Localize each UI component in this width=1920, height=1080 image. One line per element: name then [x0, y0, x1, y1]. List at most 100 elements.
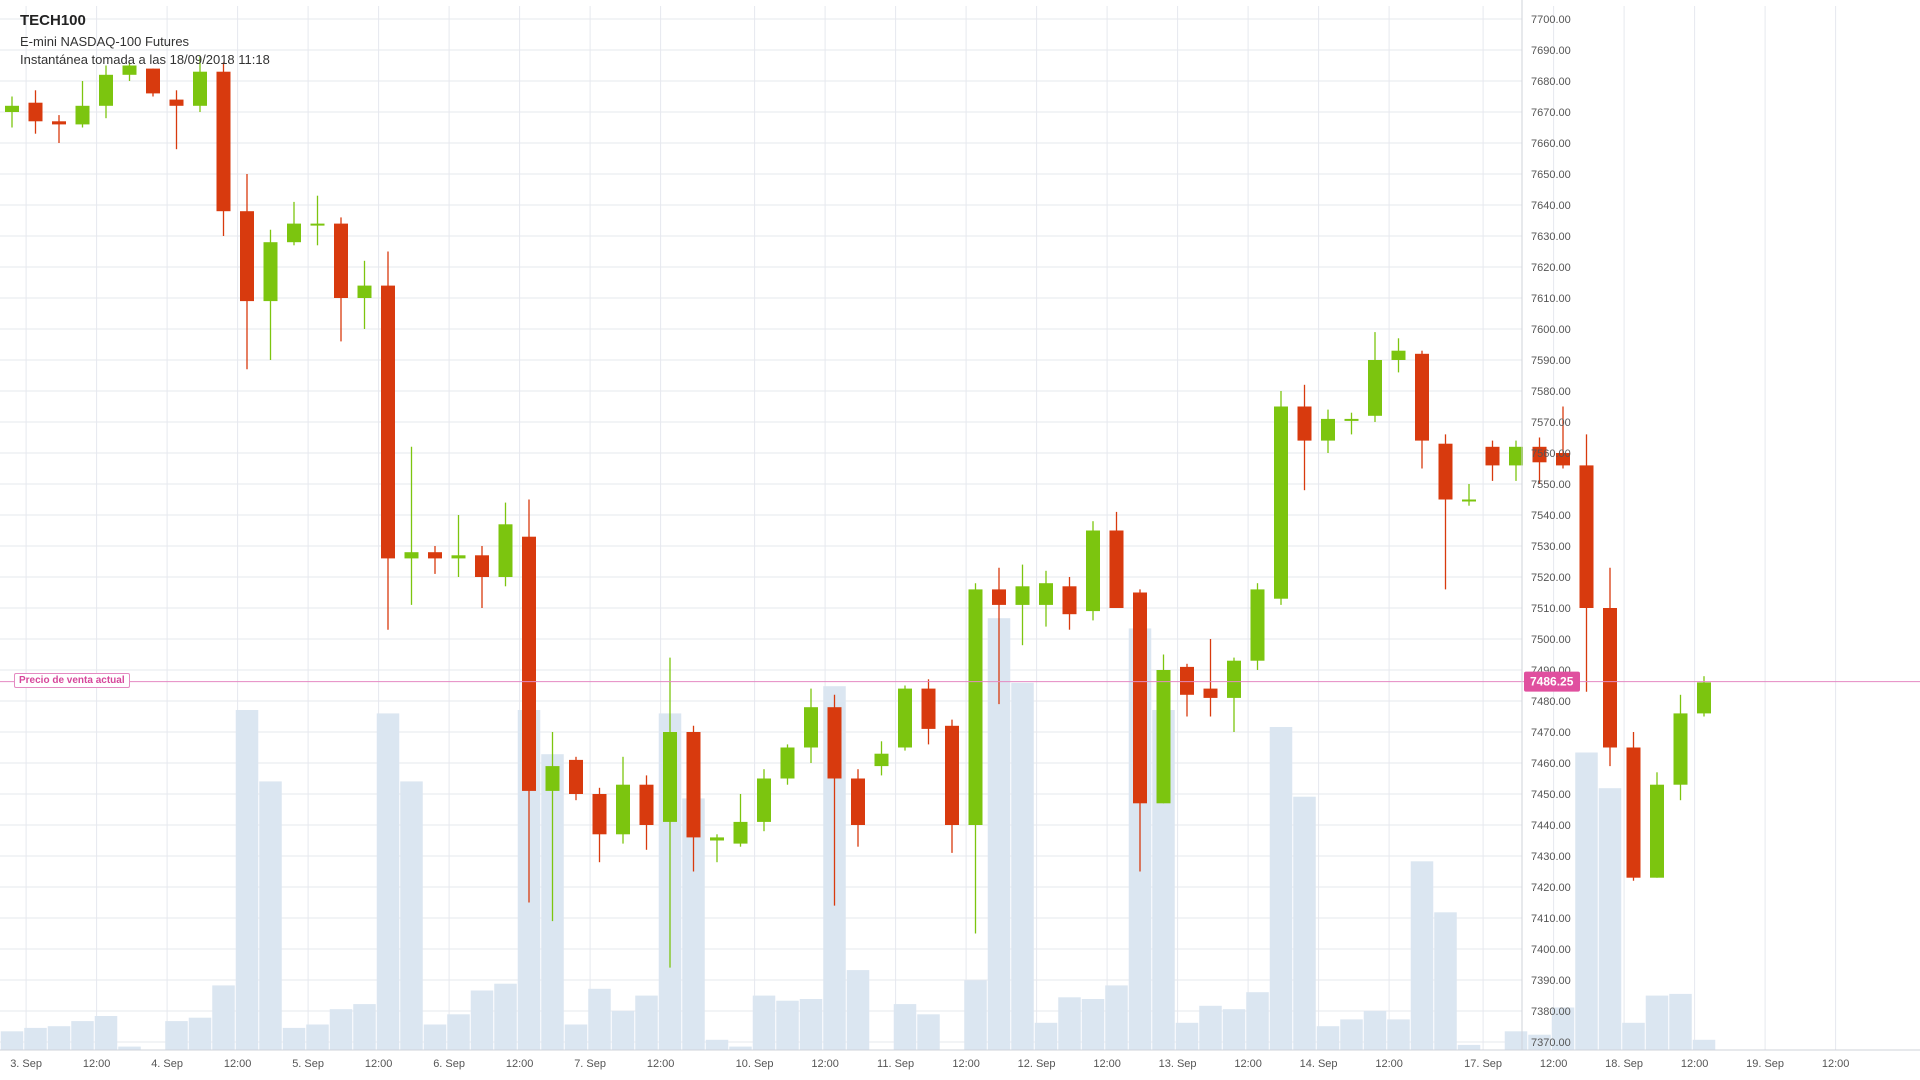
x-tick-label: 14. Sep	[1300, 1058, 1338, 1070]
candle	[1227, 657, 1241, 732]
y-tick-label: 7670.00	[1531, 107, 1571, 119]
candle-body	[334, 223, 348, 298]
candle	[404, 446, 419, 605]
candle-body	[804, 707, 818, 748]
candle	[1462, 484, 1476, 506]
candle	[663, 657, 677, 968]
price-tag-background	[1524, 671, 1580, 692]
candle-body	[710, 837, 724, 841]
candle	[1532, 437, 1547, 484]
volume-bar	[1246, 992, 1269, 1050]
candle	[122, 62, 137, 81]
x-tick-label: 3. Sep	[10, 1058, 42, 1070]
candle	[1039, 570, 1053, 627]
candle-body	[545, 766, 560, 791]
candle	[545, 732, 560, 922]
candle	[498, 502, 513, 587]
x-tick-label: 12:00	[1540, 1058, 1568, 1070]
candle	[1391, 338, 1406, 373]
candle-body	[898, 688, 912, 748]
y-tick-label: 7610.00	[1531, 293, 1571, 305]
candle	[1485, 440, 1500, 481]
x-tick-label: 12:00	[1093, 1058, 1121, 1070]
y-tick-label: 7380.00	[1531, 1006, 1571, 1018]
candle	[381, 251, 395, 630]
candle-body	[263, 242, 278, 302]
volume-bar	[1645, 995, 1669, 1050]
x-tick-label: 18. Sep	[1605, 1058, 1643, 1070]
candle-body	[428, 552, 442, 559]
candle	[1344, 412, 1359, 435]
candle	[898, 685, 912, 751]
x-tick-label: 6. Sep	[433, 1058, 465, 1070]
x-tick-label: 12:00	[1375, 1058, 1403, 1070]
candle-body	[1391, 350, 1406, 360]
volume-bar	[353, 1004, 376, 1050]
candle	[757, 769, 771, 832]
candle	[1321, 409, 1335, 453]
volume-bar	[1199, 1005, 1222, 1050]
volume-bar	[94, 1016, 118, 1050]
y-tick-label: 7700.00	[1531, 14, 1571, 26]
candle-body	[639, 784, 654, 825]
volume-bar	[1551, 1007, 1575, 1050]
y-tick-label: 7590.00	[1531, 355, 1571, 367]
candle	[851, 769, 865, 847]
volume-bar	[917, 1014, 940, 1050]
y-tick-label: 7640.00	[1531, 200, 1571, 212]
volume-bar	[729, 1046, 752, 1050]
candle-body	[122, 65, 137, 75]
y-tick-label: 7480.00	[1531, 696, 1571, 708]
x-tick-label: 5. Sep	[292, 1058, 324, 1070]
y-tick-label: 7570.00	[1531, 417, 1571, 429]
volume-bar	[259, 781, 282, 1050]
volume-bar	[47, 1026, 71, 1050]
x-tick-label: 12:00	[647, 1058, 675, 1070]
volume-bar	[588, 988, 611, 1050]
candle-body	[1227, 660, 1241, 698]
price-tag-value: 7486.25	[1530, 675, 1574, 689]
volume-bar	[1504, 1031, 1528, 1050]
volume-bar	[1622, 1022, 1645, 1050]
volume-bar	[1410, 861, 1434, 1050]
y-tick-label: 7600.00	[1531, 324, 1571, 336]
candle	[616, 756, 630, 844]
y-tick-label: 7520.00	[1531, 572, 1571, 584]
candle-body	[1368, 360, 1382, 416]
y-tick-label: 7580.00	[1531, 386, 1571, 398]
x-tick-label: 12:00	[1681, 1058, 1709, 1070]
candlesticks	[5, 56, 1711, 968]
candle	[780, 744, 795, 785]
x-tick-label: 12:00	[506, 1058, 534, 1070]
volume-bar	[987, 618, 1011, 1050]
y-tick-label: 7390.00	[1531, 975, 1571, 987]
y-tick-label: 7630.00	[1531, 231, 1571, 243]
volume-bar	[1528, 1034, 1551, 1050]
volume-bar	[1669, 993, 1692, 1050]
y-tick-label: 7560.00	[1531, 448, 1571, 460]
volume-bar	[1457, 1044, 1481, 1050]
candle-body	[1250, 589, 1265, 661]
candle	[52, 115, 66, 143]
candle	[1062, 577, 1077, 630]
candle	[1086, 521, 1100, 621]
candle-body	[75, 105, 90, 125]
volume-bar	[635, 995, 658, 1050]
y-tick-label: 7620.00	[1531, 262, 1571, 274]
candle-body	[1086, 530, 1100, 612]
candle	[1109, 511, 1124, 608]
candle	[310, 195, 325, 246]
candle-body	[287, 223, 301, 243]
y-tick-label: 7680.00	[1531, 76, 1571, 88]
candle-body	[1062, 586, 1077, 615]
volume-bar	[1692, 1039, 1716, 1050]
candle-body	[1344, 418, 1359, 421]
y-tick-label: 7410.00	[1531, 913, 1571, 925]
volume-bar	[799, 999, 823, 1050]
candle	[710, 834, 724, 863]
volume-bar	[1081, 999, 1105, 1050]
volume-bar	[212, 985, 235, 1050]
candle	[5, 96, 19, 128]
volume-bar	[376, 713, 400, 1050]
candle-body	[1485, 446, 1500, 466]
